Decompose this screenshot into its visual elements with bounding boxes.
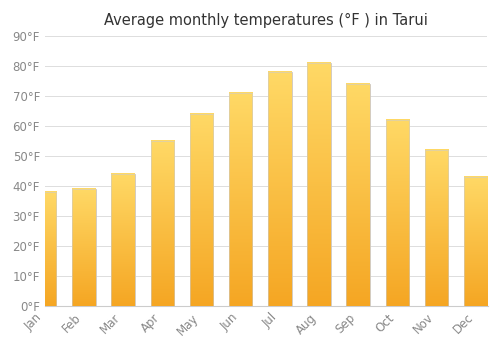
Bar [72,189,96,306]
Bar [150,141,174,306]
Bar [33,192,56,306]
Bar [386,120,409,306]
Bar [112,174,135,306]
Bar [112,174,135,306]
Bar [346,84,370,306]
Bar [229,93,252,306]
Bar [425,150,448,306]
Bar [229,93,252,306]
Bar [386,120,409,306]
Bar [308,63,331,306]
Bar [72,189,96,306]
Bar [33,192,56,306]
Bar [190,114,213,306]
Bar [464,177,487,306]
Bar [190,114,213,306]
Title: Average monthly temperatures (°F ) in Tarui: Average monthly temperatures (°F ) in Ta… [104,13,428,28]
Bar [308,63,331,306]
Bar [268,72,291,306]
Bar [268,72,291,306]
Bar [346,84,370,306]
Bar [464,177,487,306]
Bar [150,141,174,306]
Bar [425,150,448,306]
